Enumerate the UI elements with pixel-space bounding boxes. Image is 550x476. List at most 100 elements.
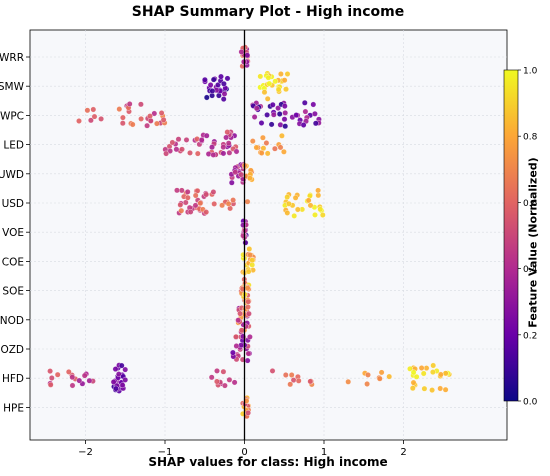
shap-point-led	[249, 138, 256, 144]
shap-point-ozd	[247, 334, 253, 340]
shap-point-usd	[197, 200, 204, 207]
shap-point-nod	[235, 317, 242, 324]
shap-point-wpc	[154, 120, 160, 127]
shap-point-hfd	[295, 377, 302, 384]
colorbar-tick-label: 0.6	[523, 199, 538, 209]
shap-point-smw	[218, 73, 224, 80]
shap-point-hfd	[69, 374, 76, 381]
shap-point-wrr	[238, 49, 245, 55]
shap-point-led	[258, 150, 265, 156]
shap-point-usd	[182, 199, 189, 206]
shap-point-wpc	[312, 120, 319, 127]
shap-point-usd	[210, 189, 217, 195]
shap-point-usd	[284, 194, 291, 200]
shap-point-usd	[187, 209, 194, 215]
shap-point-ozd	[244, 357, 251, 364]
shap-point-usd	[211, 201, 218, 207]
colorbar-label: Feature Value (Normalized)	[526, 157, 540, 328]
shap-point-wpc	[151, 110, 158, 117]
shap-point-hfd	[430, 362, 437, 369]
shap-point-ozd	[233, 333, 239, 340]
shap-point-hfd	[65, 369, 72, 375]
shap-point-hpe	[245, 410, 251, 416]
shap-point-usd	[319, 212, 326, 218]
shap-point-smw	[207, 82, 214, 88]
shap-point-hfd	[122, 377, 129, 383]
shap-point-hfd	[429, 387, 435, 393]
shap-point-smw	[202, 76, 208, 83]
shap-point-hfd	[86, 377, 93, 384]
shap-point-usd	[244, 198, 251, 205]
shap-point-hfd	[214, 378, 220, 385]
shap-point-hfd	[112, 366, 119, 372]
x-tick-label: −2	[78, 447, 93, 458]
shap-point-smw	[283, 86, 289, 93]
shap-point-hfd	[208, 374, 215, 381]
shap-point-hfd	[437, 385, 444, 392]
shap-point-smw	[281, 77, 288, 84]
shap-point-hfd	[410, 369, 417, 376]
shap-point-usd	[225, 200, 232, 207]
shap-point-soe	[244, 285, 251, 292]
shap-point-hfd	[81, 372, 88, 379]
shap-point-usd	[307, 202, 314, 209]
shap-point-hfd	[430, 369, 436, 375]
shap-point-hfd	[365, 372, 371, 378]
shap-point-coe	[249, 257, 256, 264]
shap-point-hfd	[437, 371, 444, 378]
shap-point-wpc	[281, 116, 288, 123]
shap-point-hfd	[115, 371, 122, 377]
shap-point-usd	[315, 187, 321, 194]
shap-point-usd	[219, 202, 225, 209]
shap-point-hfd	[386, 373, 393, 380]
shap-point-hfd	[214, 368, 220, 374]
shap-point-led	[233, 148, 240, 155]
shap-point-nod	[245, 304, 251, 310]
y-tick-label-soe: SOE	[2, 286, 24, 298]
shap-point-smw	[221, 80, 227, 87]
shap-point-wpc	[275, 105, 281, 111]
shap-point-usd	[184, 194, 191, 201]
y-tick-label-led: LED	[3, 140, 24, 152]
shap-point-led	[179, 146, 185, 153]
y-tick-label-wpc: WPC	[0, 110, 24, 122]
shap-point-usd	[178, 207, 185, 214]
shap-point-led	[194, 150, 201, 157]
shap-point-wpc	[147, 118, 154, 124]
shap-point-wpc	[253, 105, 260, 112]
y-tick-label-usd: USD	[2, 198, 24, 210]
shap-point-led	[175, 136, 182, 143]
shap-point-wpc	[282, 123, 289, 130]
shap-point-hfd	[376, 375, 383, 382]
colorbar-gradient	[503, 69, 519, 402]
shap-point-ozd	[238, 342, 244, 349]
shap-point-usd	[174, 187, 180, 194]
shap-point-hfd	[231, 379, 238, 386]
shap-point-wpc	[119, 120, 126, 127]
shap-point-smw	[261, 89, 268, 96]
shap-point-hfd	[119, 382, 126, 389]
shap-point-hfd	[410, 379, 417, 386]
shap-point-wpc	[312, 110, 318, 117]
y-tick-label-hpe: HPE	[3, 402, 24, 414]
shap-point-led	[224, 129, 231, 135]
shap-point-hfd	[442, 370, 449, 377]
shap-point-led	[279, 132, 285, 139]
shap-point-hfd	[220, 368, 227, 375]
shap-point-wpc	[158, 110, 165, 116]
shap-point-hfd	[418, 365, 425, 371]
shap-point-usd	[192, 192, 199, 199]
shap-point-coe	[246, 246, 253, 252]
colorbar-tick-label: 0.2	[523, 331, 537, 341]
data-points	[47, 44, 452, 420]
y-tick-label-ozd: OZD	[0, 344, 24, 356]
shap-point-led	[277, 144, 284, 151]
shap-point-led	[260, 145, 267, 152]
y-tick-label-wrr: WRR	[0, 52, 24, 64]
shap-point-wpc	[268, 121, 275, 128]
shap-point-usd	[292, 194, 299, 201]
shap-point-hfd	[282, 372, 289, 378]
shap-point-usd	[230, 197, 236, 203]
shap-point-wpc	[270, 111, 277, 118]
shap-point-usd	[203, 191, 210, 198]
